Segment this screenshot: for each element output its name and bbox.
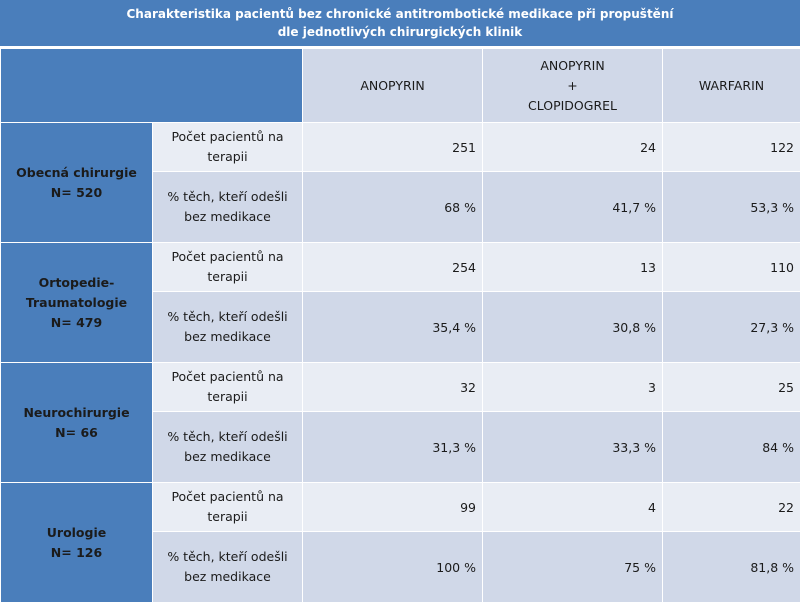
row-label-line-2: bez medikace [153,567,302,587]
column-header-combo-line-1: ANOPYRIN [483,56,662,76]
row-label-percent: % těch, kteří odešli bez medikace [153,292,303,363]
row-label-line-1: % těch, kteří odešli [153,427,302,447]
cell-value: 32 [303,363,483,412]
column-header-combo-line-3: CLOPIDOGREL [483,96,662,116]
cell-value: 251 [303,123,483,172]
cell-value: 110 [663,243,800,292]
group-label-obecna-chirurgie: Obecná chirurgie N= 520 [1,123,153,243]
group-name-line-2: Traumatologie [1,293,152,313]
cell-value: 254 [303,243,483,292]
row-label-count: Počet pacientů na terapii [153,483,303,532]
table-title: Charakteristika pacientů bez chronické a… [0,0,800,48]
group-name-line-3: N= 479 [1,313,152,333]
column-header-warfarin-label: WARFARIN [699,78,764,93]
group-label-neurochirurgie: Neurochirurgie N= 66 [1,363,153,483]
cell-value: 41,7 % [483,172,663,243]
cell-value: 24 [483,123,663,172]
row-label-line-2: bez medikace [153,207,302,227]
statistics-table: ANOPYRIN ANOPYRIN + CLOPIDOGREL WARFARIN… [0,48,800,603]
column-header-warfarin: WARFARIN [663,49,800,123]
row-label-line-1: % těch, kteří odešli [153,307,302,327]
cell-value: 53,3 % [663,172,800,243]
cell-value: 35,4 % [303,292,483,363]
table-row: Ortopedie- Traumatologie N= 479 Počet pa… [1,243,800,292]
row-label-line-1: Počet pacientů na [153,247,302,267]
row-label-line-2: terapii [153,267,302,287]
row-label-line-2: terapii [153,387,302,407]
cell-value: 122 [663,123,800,172]
row-label-line-2: terapii [153,507,302,527]
row-label-count: Počet pacientů na terapii [153,363,303,412]
row-label-line-1: % těch, kteří odešli [153,187,302,207]
column-header-combo-line-2: + [483,76,662,96]
cell-value: 99 [303,483,483,532]
column-header-row: ANOPYRIN ANOPYRIN + CLOPIDOGREL WARFARIN [1,49,800,123]
cell-value: 75 % [483,532,663,603]
table-row: Urologie N= 126 Počet pacientů na terapi… [1,483,800,532]
cell-value: 4 [483,483,663,532]
row-label-count: Počet pacientů na terapii [153,123,303,172]
group-name-line-1: Ortopedie- [1,273,152,293]
row-label-line-1: Počet pacientů na [153,127,302,147]
table-row: Neurochirurgie N= 66 Počet pacientů na t… [1,363,800,412]
row-label-line-2: bez medikace [153,447,302,467]
group-name-line-1: Urologie [1,523,152,543]
group-label-ortopedie-traumatologie: Ortopedie- Traumatologie N= 479 [1,243,153,363]
cell-value: 22 [663,483,800,532]
cell-value: 84 % [663,412,800,483]
column-header-anopyrin-label: ANOPYRIN [360,78,424,93]
group-name-line-2: N= 520 [1,183,152,203]
cell-value: 30,8 % [483,292,663,363]
table-title-line-2: dle jednotlivých chirurgických klinik [0,23,800,41]
corner-header-cell [1,49,303,123]
group-name-line-2: N= 126 [1,543,152,563]
cell-value: 68 % [303,172,483,243]
cell-value: 33,3 % [483,412,663,483]
group-name-line-1: Obecná chirurgie [1,163,152,183]
row-label-line-1: % těch, kteří odešli [153,547,302,567]
cell-value: 25 [663,363,800,412]
row-label-line-2: terapii [153,147,302,167]
group-name-line-1: Neurochirurgie [1,403,152,423]
column-header-anopyrin: ANOPYRIN [303,49,483,123]
row-label-line-1: Počet pacientů na [153,487,302,507]
row-label-count: Počet pacientů na terapii [153,243,303,292]
table-title-line-1: Charakteristika pacientů bez chronické a… [0,5,800,23]
cell-value: 27,3 % [663,292,800,363]
cell-value: 81,8 % [663,532,800,603]
row-label-line-2: bez medikace [153,327,302,347]
cell-value: 31,3 % [303,412,483,483]
row-label-percent: % těch, kteří odešli bez medikace [153,412,303,483]
column-header-anopyrin-clopidogrel: ANOPYRIN + CLOPIDOGREL [483,49,663,123]
cell-value: 3 [483,363,663,412]
group-name-line-2: N= 66 [1,423,152,443]
cell-value: 100 % [303,532,483,603]
table-row: Obecná chirurgie N= 520 Počet pacientů n… [1,123,800,172]
row-label-percent: % těch, kteří odešli bez medikace [153,172,303,243]
row-label-line-1: Počet pacientů na [153,367,302,387]
cell-value: 13 [483,243,663,292]
row-label-percent: % těch, kteří odešli bez medikace [153,532,303,603]
group-label-urologie: Urologie N= 126 [1,483,153,603]
